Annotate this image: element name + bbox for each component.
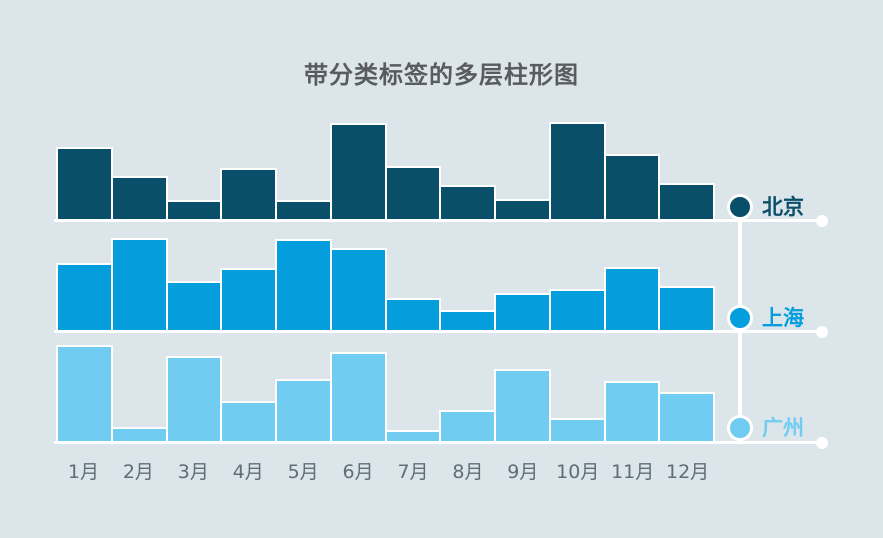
x-axis-label-1月: 1月 — [67, 461, 99, 483]
bar-广州-10月[interactable] — [548, 418, 606, 441]
series-label-shanghai: 上海 — [762, 306, 804, 330]
bar-广州-7月[interactable] — [384, 430, 442, 441]
bar-上海-2月[interactable] — [110, 238, 168, 330]
series-label-guangzhou: 广州 — [762, 416, 804, 440]
x-axis-label-7月: 7月 — [397, 461, 429, 483]
bar-北京-4月[interactable] — [220, 168, 277, 219]
bar-北京-1月[interactable] — [56, 147, 113, 219]
bar-上海-8月[interactable] — [439, 310, 496, 330]
bar-上海-7月[interactable] — [384, 298, 442, 330]
bar-上海-11月[interactable] — [603, 267, 661, 330]
series-marker-circle-shanghai — [727, 305, 753, 331]
bar-北京-3月[interactable] — [165, 200, 223, 219]
baseline-end-dot-guangzhou — [816, 437, 828, 449]
bar-广州-2月[interactable] — [110, 427, 168, 441]
bar-北京-8月[interactable] — [439, 185, 496, 219]
series-marker-circle-guangzhou — [727, 415, 753, 441]
series-row-shanghai — [56, 230, 715, 330]
x-axis-label-10月: 10月 — [556, 461, 600, 483]
bar-上海-9月[interactable] — [494, 293, 551, 330]
x-axis: 1月 2月 3月 4月 5月 6月 7月 8月 9月 10月 11月 12月 — [56, 457, 715, 484]
chart-title: 带分类标签的多层柱形图 — [304, 61, 579, 89]
x-axis-label-12月: 12月 — [666, 461, 710, 483]
bar-上海-10月[interactable] — [548, 289, 606, 330]
series-marker-circle-beijing — [727, 194, 753, 220]
bar-北京-12月[interactable] — [658, 183, 715, 219]
bar-上海-12月[interactable] — [658, 286, 715, 330]
x-axis-label-9月: 9月 — [507, 461, 539, 483]
baseline-beijing — [54, 219, 817, 222]
x-axis-label-4月: 4月 — [232, 461, 264, 483]
bar-北京-11月[interactable] — [603, 154, 661, 219]
series-row-guangzhou — [56, 341, 715, 441]
bar-北京-9月[interactable] — [494, 199, 551, 219]
bar-广州-4月[interactable] — [220, 401, 277, 441]
bar-上海-1月[interactable] — [56, 263, 113, 330]
bar-北京-2月[interactable] — [110, 176, 168, 219]
bar-上海-4月[interactable] — [220, 268, 277, 330]
bar-北京-7月[interactable] — [384, 166, 442, 219]
baseline-guangzhou — [54, 441, 817, 444]
x-axis-label-6月: 6月 — [342, 461, 374, 483]
x-axis-label-11月: 11月 — [611, 461, 655, 483]
x-axis-label-8月: 8月 — [452, 461, 484, 483]
bar-广州-1月[interactable] — [56, 345, 113, 441]
series-row-beijing — [56, 119, 715, 219]
bar-上海-6月[interactable] — [329, 248, 387, 330]
bar-上海-3月[interactable] — [165, 281, 223, 330]
bar-上海-5月[interactable] — [275, 239, 332, 330]
x-axis-label-2月: 2月 — [122, 461, 154, 483]
bar-北京-6月[interactable] — [329, 123, 387, 219]
bar-北京-10月[interactable] — [548, 122, 606, 219]
bar-广州-11月[interactable] — [603, 381, 661, 441]
bar-广州-12月[interactable] — [658, 392, 715, 441]
series-label-beijing: 北京 — [762, 195, 804, 219]
bar-广州-6月[interactable] — [329, 352, 387, 441]
bar-广州-5月[interactable] — [275, 379, 332, 441]
bar-广州-3月[interactable] — [165, 356, 223, 441]
x-axis-label-5月: 5月 — [287, 461, 319, 483]
baseline-end-dot-beijing — [816, 215, 828, 227]
baseline-end-dot-shanghai — [816, 326, 828, 338]
bar-北京-5月[interactable] — [275, 200, 332, 219]
bar-广州-9月[interactable] — [494, 369, 551, 441]
x-axis-label-3月: 3月 — [177, 461, 209, 483]
bar-广州-8月[interactable] — [439, 410, 496, 441]
baseline-shanghai — [54, 330, 817, 333]
